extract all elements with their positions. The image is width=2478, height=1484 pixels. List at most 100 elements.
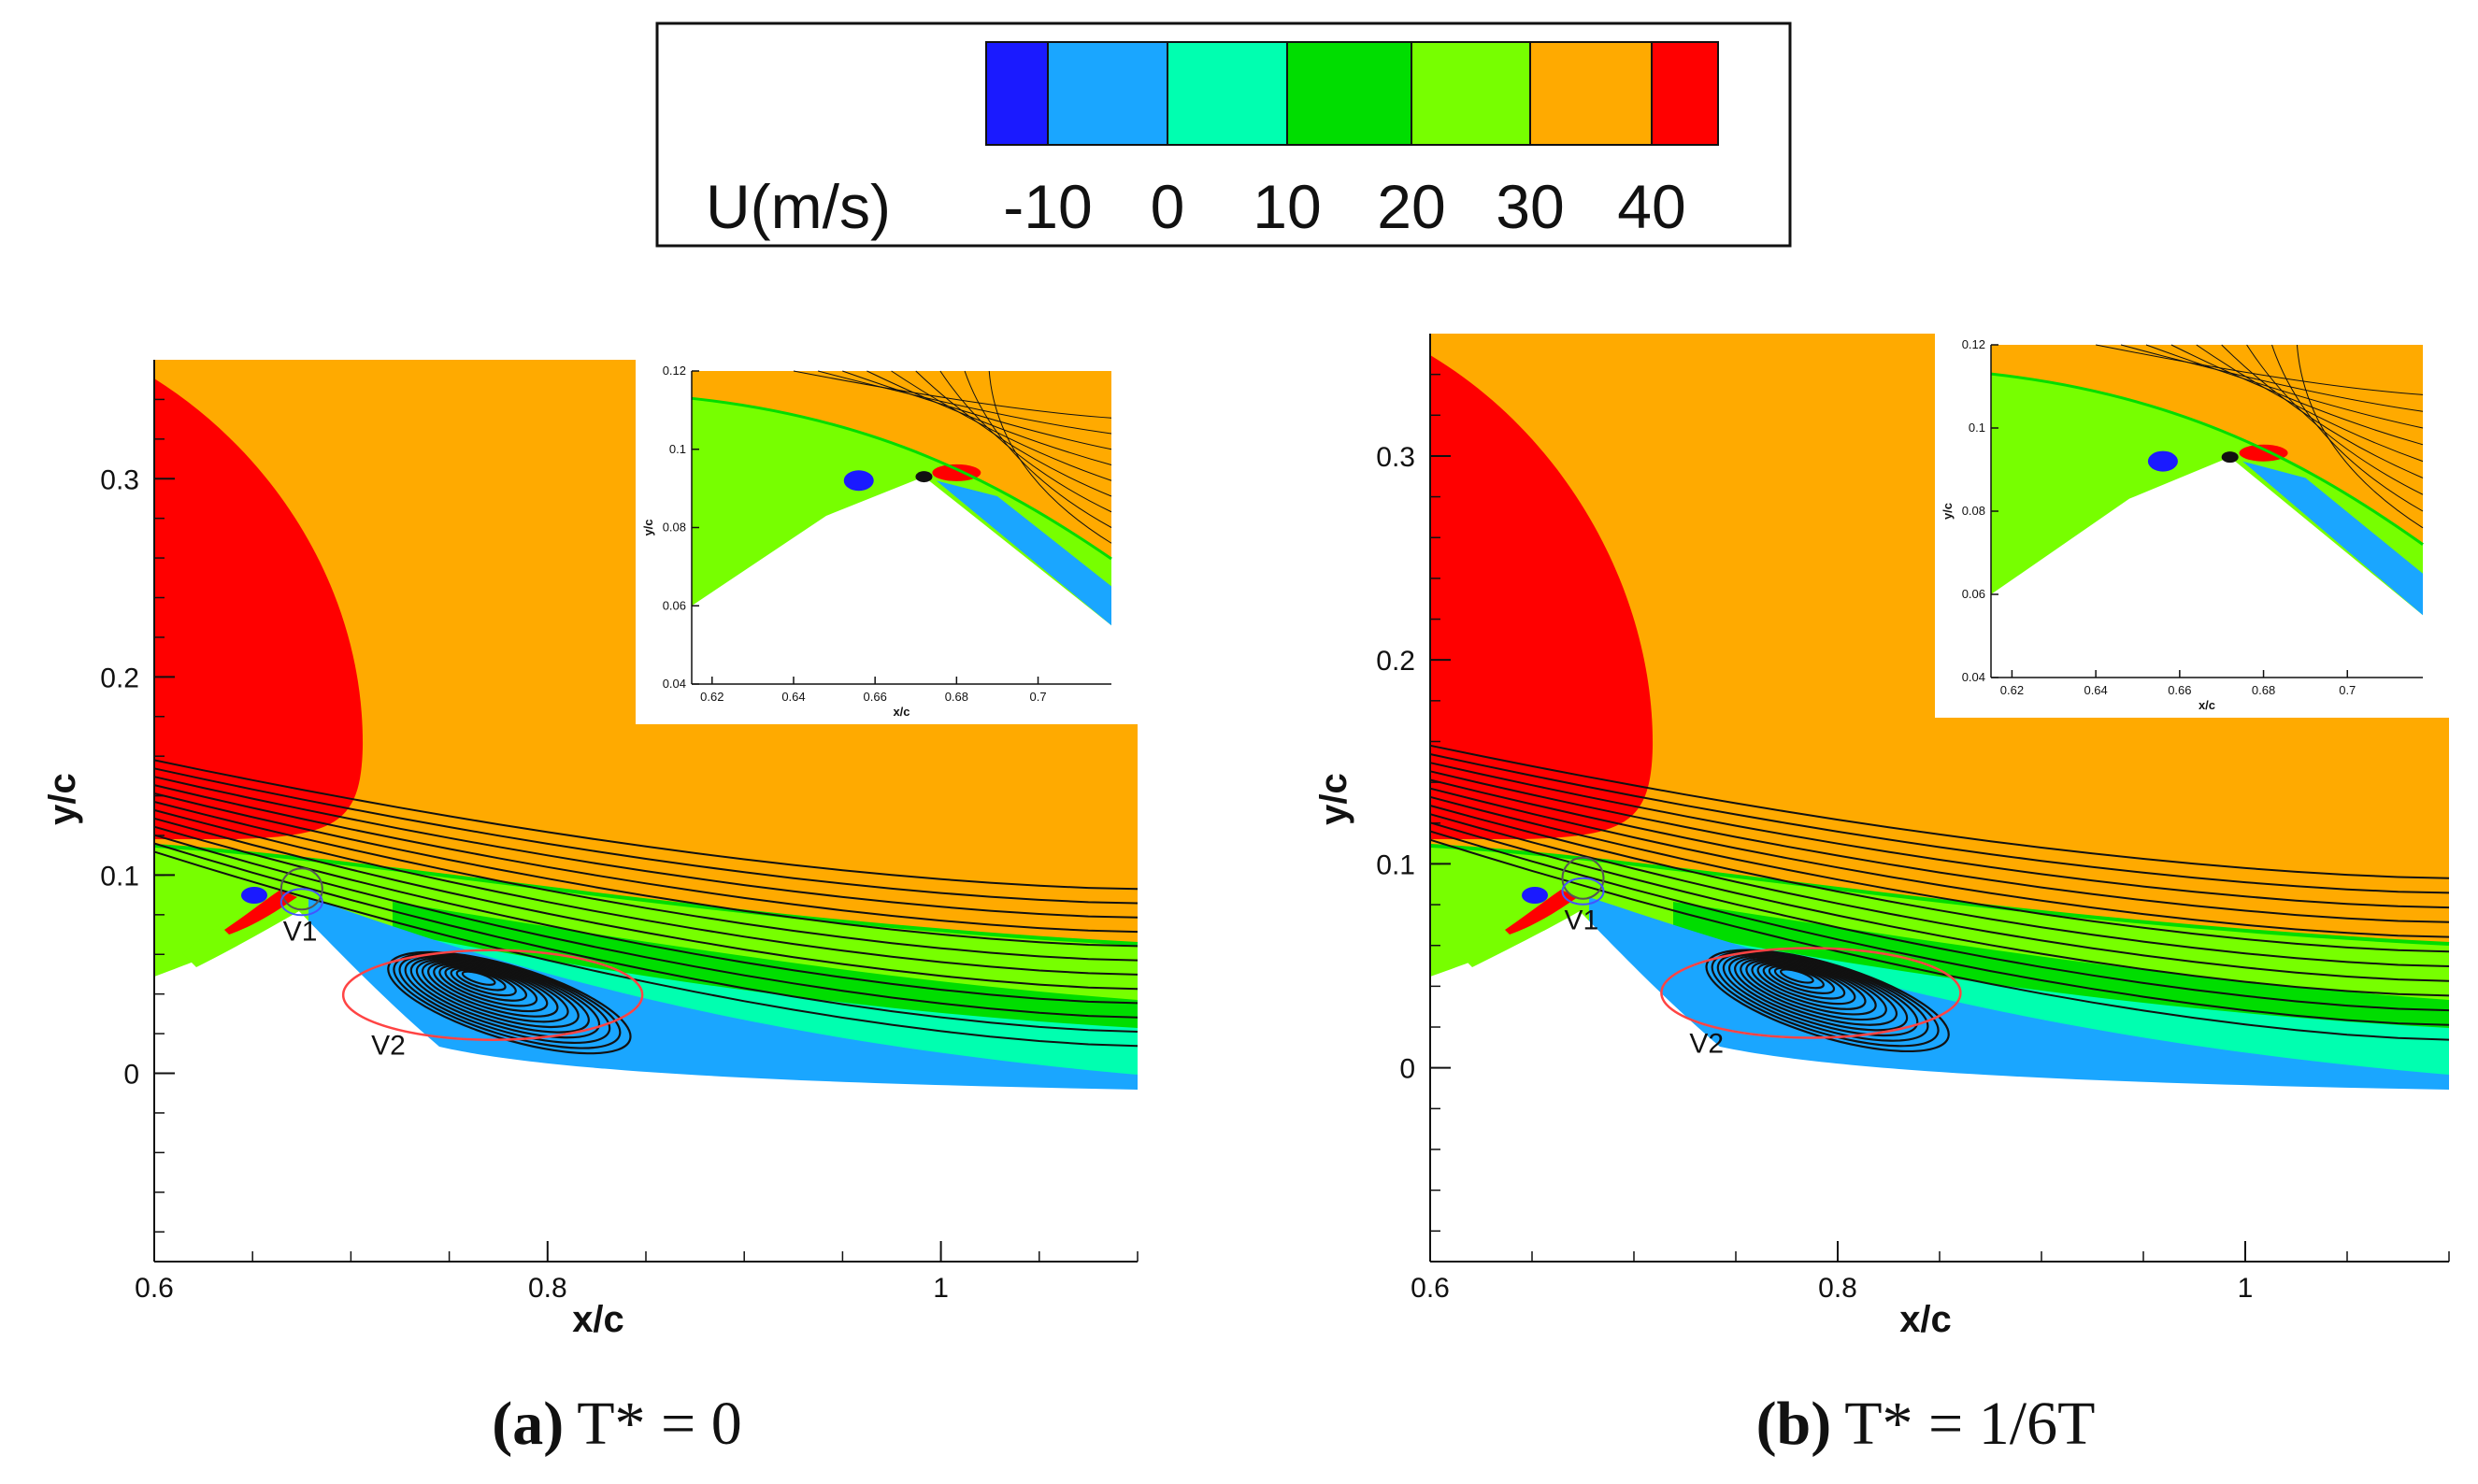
panel-a: V1 V2 0.6 0.8 1 0 0.1 0.2 0.3 0.62 0.64 0.66 0.68… — [42, 360, 1140, 1458]
panel-b-inset-reverse-flow — [2242, 461, 2423, 616]
panel-a-wall-line — [153, 844, 1139, 946]
panel-b-vortex-v2-loop-4 — [1756, 962, 1856, 1006]
panel-b-inset-x-tick-label-2: 0.66 — [2168, 683, 2191, 697]
panel-a-vortex-v2-loop-13 — [387, 950, 632, 1055]
panel-b-vortex-v2-loop-13 — [1705, 949, 1950, 1053]
panel-a-inset-y-label: y/c — [641, 519, 655, 535]
panel-b-inset-x-tick-label-4: 0.7 — [2339, 683, 2356, 697]
legend-tick-3: 20 — [1377, 172, 1445, 241]
panel-a-inset-shear-layer — [692, 398, 1111, 626]
panel-a-streamline-9 — [153, 834, 1139, 1019]
panel-a-x-tick-label-2: 1 — [933, 1273, 949, 1304]
panel-a-inset-x-tick-label-4: 0.7 — [1029, 690, 1046, 704]
panel-b-slat-jet-hot — [1505, 890, 1578, 935]
panel-a-vortex-v2-loop-8 — [415, 958, 580, 1029]
panel-b-streamline-9 — [1429, 821, 2450, 1012]
panel-b-inset-y-tick-label-2: 0.08 — [1962, 504, 1985, 518]
panel-b-y-tick-label-3: 0.3 — [1376, 442, 1415, 473]
panel-b-streamline-7 — [1429, 805, 2450, 982]
panel-b-vortex-v1-ring — [1561, 877, 1605, 906]
panel-a-inset-cold-spot — [843, 470, 874, 492]
panel-b-streamline-0 — [1429, 744, 2450, 879]
panel-b: V1 V2 0.6 0.8 1 0 0.1 0.2 0.3 0.62 0.64 0.66 0.68… — [1313, 334, 2452, 1458]
panel-a-streamline-5 — [153, 801, 1139, 962]
panel-b-x-tick-label-2: 1 — [2238, 1273, 2254, 1304]
panel-a-streamline-10 — [153, 842, 1139, 1033]
panel-a-vortex-v1-marker — [279, 867, 323, 911]
panel-a-inset-streamline-7 — [964, 370, 1112, 528]
panel-b-streamline-6 — [1429, 795, 2450, 967]
legend-swatch-3 — [1286, 41, 1412, 146]
panel-b-inset-freestream — [1991, 345, 2423, 545]
panel-b-caption-text: T* = 1/6T — [1844, 1390, 2095, 1458]
panel-a-streamline-3 — [153, 784, 1139, 934]
panel-a-inset-x-tick-label-3: 0.68 — [945, 690, 968, 704]
panel-b-reverse-flow-region — [1589, 897, 2449, 1090]
panel-b-stagnation-region — [1430, 355, 1654, 839]
panel-a-vortex-v2-loop-12 — [393, 952, 622, 1049]
panel-b-inset-wall-line — [1990, 372, 2424, 546]
panel-a-label-v2: V2 — [371, 1031, 406, 1062]
panel-b-inset-vortex-core — [2221, 451, 2239, 464]
panel-b-inset-y-tick-label-1: 0.06 — [1962, 587, 1985, 601]
panel-b-vortex-v2-loop-3 — [1762, 963, 1846, 1000]
panel-b-inset-y-tick-label-0: 0.04 — [1962, 670, 1985, 684]
panel-b-streamline-8 — [1429, 813, 2450, 997]
panel-b-vortex-v2-loop-5 — [1751, 961, 1867, 1010]
panel-a-inset-streamline-8 — [988, 370, 1112, 544]
panel-a-inset-hot-spot — [932, 464, 981, 481]
panel-b-vortex-v2-loop-7 — [1740, 958, 1887, 1021]
legend-tick-4: 30 — [1496, 172, 1564, 241]
panel-a-vortex-v2-loop-0 — [461, 970, 496, 986]
panel-b-inset-streamline-6 — [2246, 344, 2424, 495]
panel-a-below-surface-blank — [154, 1090, 1140, 1267]
panel-b-streamline-4 — [1429, 778, 2450, 938]
panel-a-y-tick-label-3: 0.3 — [100, 464, 139, 495]
panel-b-inset-cold-spot — [2147, 450, 2178, 472]
panel-a-slat-jet-hot — [224, 890, 297, 935]
panel-a-vortex-v2-loop-2 — [450, 967, 517, 997]
panel-b-vortex-v2-loop-8 — [1734, 956, 1898, 1026]
panel-b-vortex-v2-loop-6 — [1745, 959, 1877, 1016]
panel-b-inset-streamline-1 — [2120, 344, 2424, 412]
panel-b-vortex-v2-loop-1 — [1773, 966, 1825, 990]
legend-swatch-4 — [1411, 41, 1531, 146]
panel-a-x-tick-label-0: 0.6 — [135, 1273, 174, 1304]
panel-a-inset-streamline-5 — [915, 370, 1112, 497]
panel-a-inset-y-tick-label-4: 0.12 — [663, 364, 686, 378]
panel-a-inset-freestream — [692, 371, 1111, 559]
panel-b-y-tick-label-2: 0.2 — [1376, 646, 1415, 677]
panel-b-inset-streamline-5 — [2221, 344, 2424, 478]
panel-a-y-axis-label: y/c — [42, 773, 83, 825]
panel-b-inset-shear-layer — [1991, 374, 2423, 616]
panel-a-inset-x-tick-label-0: 0.62 — [700, 690, 723, 704]
panel-b-streamline-10 — [1429, 830, 2450, 1026]
panel-a-x-axis-label: x/c — [572, 1299, 624, 1340]
panel-b-inset-streamline-8 — [2296, 344, 2424, 529]
panel-a-streamline-4 — [153, 792, 1139, 948]
panel-a-streamline-2 — [153, 776, 1139, 919]
panel-b-inset-streamline-4 — [2196, 344, 2424, 463]
panel-a-vortex-v2-loop-9 — [409, 957, 590, 1034]
panel-b-x-axis-label: x/c — [1899, 1299, 1952, 1340]
panel-a-inset-y-tick-label-0: 0.04 — [663, 677, 686, 691]
legend-tick-2: 10 — [1253, 172, 1321, 241]
panel-a-inset-x-tick-label-1: 0.64 — [781, 690, 805, 704]
panel-b-y-axis-label: y/c — [1313, 773, 1354, 825]
panel-a-vortex-v2-loop-3 — [444, 965, 528, 1002]
legend-tick-labels: -10 0 10 20 30 40 — [1003, 172, 1685, 241]
legend-swatch-6 — [1651, 41, 1719, 146]
panel-b-inset-x-tick-label-3: 0.68 — [2252, 683, 2275, 697]
panel-a-inset: 0.62 0.64 0.66 0.68 0.7 0.04 0.06 0.08 0.1 0.12 x/… — [636, 360, 1138, 724]
panel-a-slat-jet-cold — [241, 887, 267, 904]
panel-a-inset-x-label: x/c — [893, 705, 910, 719]
panel-b-inset-y-tick-label-4: 0.12 — [1962, 337, 1985, 351]
panel-b-vortex-v2-ring — [1660, 947, 1962, 1039]
panel-b-inset: 0.62 0.64 0.66 0.68 0.7 0.04 0.06 0.08 0.1 0.12 x/… — [1935, 334, 2449, 718]
panel-a-inset-streamline-4 — [891, 370, 1112, 481]
panel-a-label-v1: V1 — [283, 916, 318, 947]
panel-a-inset-reverse-flow — [936, 480, 1111, 626]
panel-a-vortex-v2-loop-5 — [433, 963, 549, 1013]
panel-a-streamline-7 — [153, 817, 1139, 991]
panel-b-inset-streamline-3 — [2170, 344, 2424, 446]
